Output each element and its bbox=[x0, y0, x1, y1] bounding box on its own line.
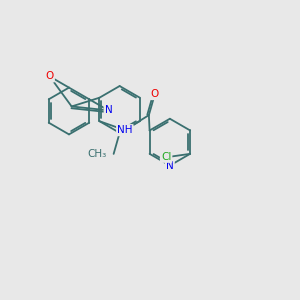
Text: O: O bbox=[46, 71, 54, 82]
Text: Cl: Cl bbox=[161, 152, 171, 162]
Text: CH₃: CH₃ bbox=[87, 149, 106, 159]
Text: N: N bbox=[166, 160, 174, 170]
Text: NH: NH bbox=[117, 125, 133, 135]
Text: N: N bbox=[105, 105, 112, 116]
Text: O: O bbox=[151, 89, 159, 99]
